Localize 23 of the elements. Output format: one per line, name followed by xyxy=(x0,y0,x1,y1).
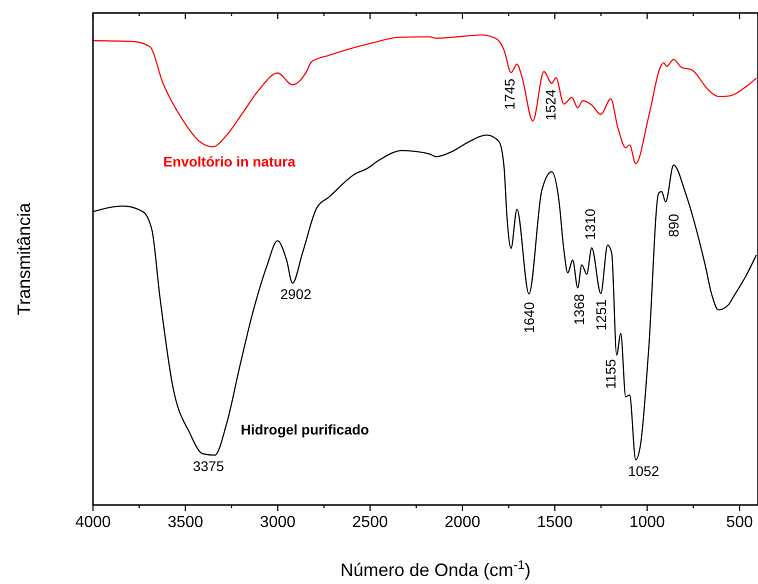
x-tick-label: 2500 xyxy=(352,514,388,531)
annotation: 1368 xyxy=(571,294,588,325)
annotation: 1640 xyxy=(520,302,537,334)
x-tick-label: 1500 xyxy=(537,514,573,531)
x-tick-label: 500 xyxy=(726,514,753,531)
y-axis-title: Transmitância xyxy=(14,202,34,316)
annotation: 1155 xyxy=(602,358,619,390)
x-tick-label: 3000 xyxy=(260,514,296,531)
x-tick-label: 4000 xyxy=(75,514,111,531)
annotation: 890 xyxy=(665,214,682,238)
annotation: 1745 xyxy=(502,78,518,110)
series-label: Envoltório in natura xyxy=(163,154,296,170)
x-tick-label: 1000 xyxy=(629,514,666,531)
annotation: 3375 xyxy=(192,458,224,474)
x-axis-title: Número de Onda (cm$^{-1}$) xyxy=(340,558,531,580)
x-tick-label: 2000 xyxy=(444,514,480,531)
annotation: 1251 xyxy=(592,299,609,331)
annotation: 1052 xyxy=(628,462,660,479)
annotation: 2902 xyxy=(280,286,312,302)
annotation: 1524 xyxy=(542,89,558,121)
x-tick-label: 3500 xyxy=(168,514,204,531)
series-label: Hidrogel purificado xyxy=(240,421,370,438)
annotation: 1310 xyxy=(582,208,598,240)
